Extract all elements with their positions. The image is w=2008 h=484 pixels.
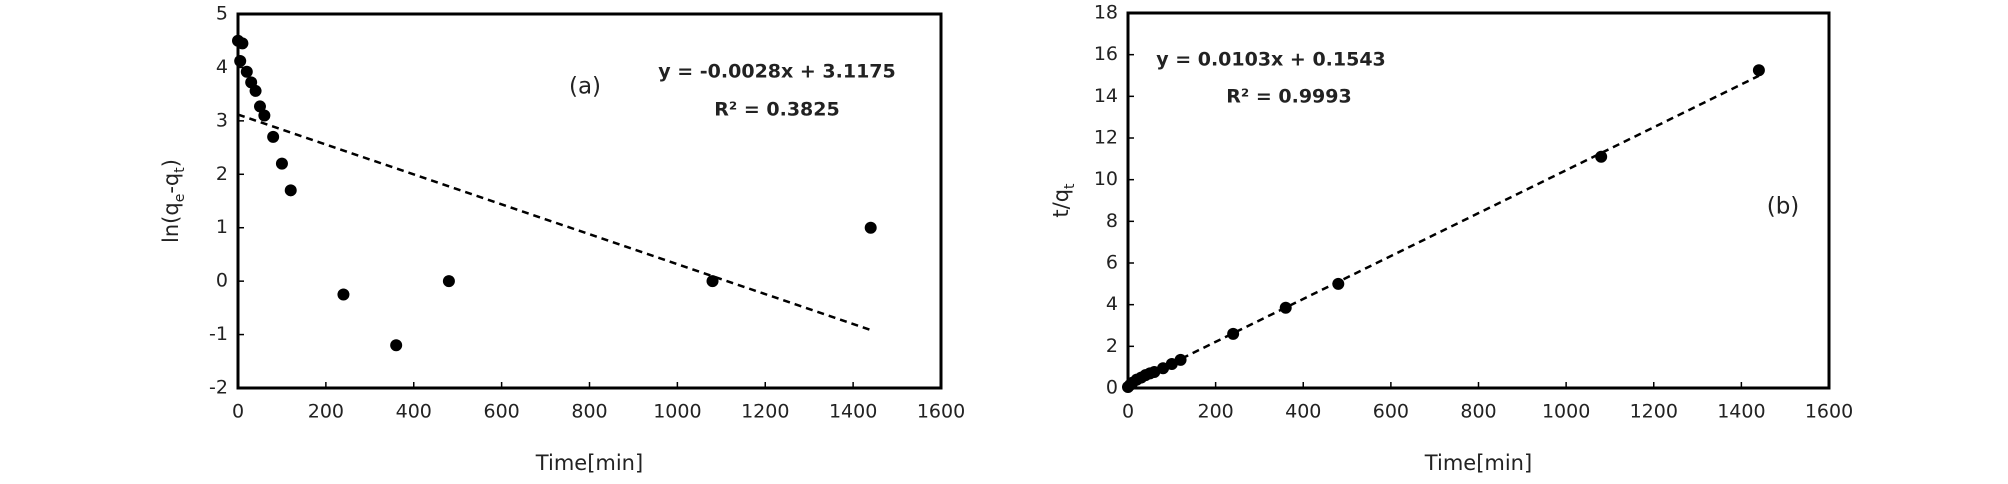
r-squared: R² = 0.9993 (1226, 86, 1351, 108)
data-point (1174, 353, 1187, 366)
data-point (275, 157, 288, 170)
data-point (1332, 277, 1345, 290)
x-tick-label: 1600 (917, 401, 965, 423)
r-squared: R² = 0.3825 (714, 99, 839, 121)
data-point (234, 55, 247, 68)
y-tick-label: 5 (216, 3, 228, 25)
data-point (390, 339, 403, 352)
x-tick-label: 0 (1122, 401, 1134, 423)
x-tick-label: 800 (571, 401, 607, 423)
x-axis-title: Time[min] (1424, 451, 1532, 475)
panel-label: (b) (1767, 194, 1800, 220)
y-tick-label: 1 (216, 216, 228, 238)
y-axis-title: t/qt (1049, 183, 1078, 218)
y-tick-label: -2 (209, 377, 228, 399)
data-point (267, 130, 280, 143)
y-tick-label: 4 (1106, 293, 1118, 315)
y-tick-label: 4 (216, 56, 228, 78)
y-tick-label: 2 (216, 163, 228, 185)
data-point (1279, 301, 1292, 314)
y-tick-label: -1 (209, 323, 228, 345)
x-tick-label: 200 (308, 401, 344, 423)
y-tick-label: 12 (1094, 127, 1118, 149)
data-point (442, 275, 455, 288)
x-tick-label: 400 (396, 401, 432, 423)
x-axis-title: Time[min] (535, 451, 643, 475)
trend-equation: y = -0.0028x + 3.1175 (658, 61, 895, 83)
data-point (236, 37, 249, 50)
x-tick-label: 400 (1285, 401, 1321, 423)
y-axis-title-subscript: t (172, 167, 188, 173)
trend-equation: y = 0.0103x + 0.1543 (1156, 49, 1386, 71)
trendline (237, 113, 872, 332)
data-point (1595, 150, 1608, 163)
y-tick-label: 6 (1106, 252, 1118, 274)
y-tick-label: 18 (1094, 2, 1118, 24)
data-point (253, 100, 266, 113)
x-tick-label: 1400 (829, 401, 877, 423)
data-point (706, 275, 719, 288)
y-tick-label: 16 (1094, 43, 1118, 65)
y-axis-title-part: ln(q (159, 202, 183, 243)
data-point (240, 65, 253, 78)
y-axis-title: ln(qe-qt) (159, 159, 188, 243)
x-tick-label: 600 (1373, 401, 1409, 423)
x-tick-label: 0 (232, 401, 244, 423)
panel-label: (a) (569, 74, 601, 100)
y-axis-title-part: t/q (1049, 189, 1073, 218)
x-tick-label: 1000 (1542, 401, 1590, 423)
y-tick-label: 14 (1094, 85, 1118, 107)
y-tick-label: 0 (1106, 377, 1118, 399)
x-tick-label: 1200 (741, 401, 789, 423)
plot-frame (1126, 11, 1831, 390)
y-tick-label: 2 (1106, 335, 1118, 357)
data-point (249, 84, 262, 97)
data-point (258, 109, 271, 122)
data-point (1752, 64, 1765, 77)
x-tick-label: 1400 (1717, 401, 1765, 423)
x-tick-label: 1000 (653, 401, 701, 423)
plot-frame (236, 12, 943, 390)
y-axis-title-part: -q (159, 173, 183, 194)
x-tick-label: 800 (1460, 401, 1496, 423)
data-point (284, 184, 297, 197)
data-point (864, 221, 877, 234)
y-tick-label: 3 (216, 109, 228, 131)
y-tick-label: 8 (1106, 210, 1118, 232)
trendline (1127, 74, 1760, 386)
y-tick-label: 0 (216, 270, 228, 292)
y-axis-title-subscript: e (172, 194, 188, 203)
x-tick-label: 200 (1197, 401, 1233, 423)
y-axis-title-subscript: t (1062, 183, 1078, 189)
y-axis-title-part: ) (159, 159, 183, 167)
x-tick-label: 600 (483, 401, 519, 423)
data-point (337, 288, 350, 301)
data-point (1227, 327, 1240, 340)
x-tick-label: 1600 (1805, 401, 1853, 423)
y-tick-label: 10 (1094, 168, 1118, 190)
x-tick-label: 1200 (1630, 401, 1678, 423)
